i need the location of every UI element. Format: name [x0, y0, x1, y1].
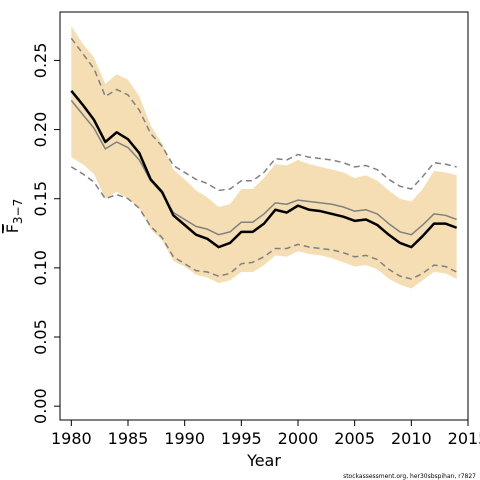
x-tick-label: 1985 [108, 429, 149, 448]
y-axis: 0.00 0.05 0.10 0.15 0.20 0.25 [31, 43, 60, 424]
y-axis-title: F̄3−7 [3, 199, 25, 234]
x-tick-label: 2010 [391, 429, 432, 448]
y-tick-label: 0.00 [31, 388, 50, 424]
x-tick-label: 2005 [334, 429, 375, 448]
estimate-line [70, 90, 458, 249]
x-axis-title: Year [246, 451, 281, 470]
x-tick-label: 1980 [51, 429, 92, 448]
credit-text: stockassessment.org, her30sbspihan, r782… [343, 473, 476, 480]
lower-bound-line [70, 166, 457, 280]
y-axis-title-symbol: F̄ [3, 224, 22, 233]
svg-text:F̄3−7: F̄3−7 [3, 199, 25, 234]
y-tick-label: 0.25 [31, 43, 50, 79]
series-layer [70, 37, 458, 280]
y-tick-label: 0.15 [31, 181, 50, 217]
x-tick-label: 1995 [221, 429, 262, 448]
median-line [70, 100, 457, 236]
x-axis: 1980 1985 1990 1995 2000 2005 2010 2015 [51, 420, 480, 448]
confidence-band-layer [71, 25, 457, 289]
y-tick-label: 0.20 [31, 112, 50, 148]
y-axis-title-subscript: 3−7 [11, 199, 25, 224]
x-tick-label: 1990 [164, 429, 205, 448]
y-tick-label: 0.10 [31, 250, 50, 286]
confidence-band [71, 25, 457, 289]
x-tick-label: 2015 [448, 429, 480, 448]
x-tick-label: 2000 [278, 429, 319, 448]
plot-frame [59, 11, 469, 421]
upper-bound-line [70, 37, 457, 192]
y-tick-label: 0.05 [31, 319, 50, 355]
